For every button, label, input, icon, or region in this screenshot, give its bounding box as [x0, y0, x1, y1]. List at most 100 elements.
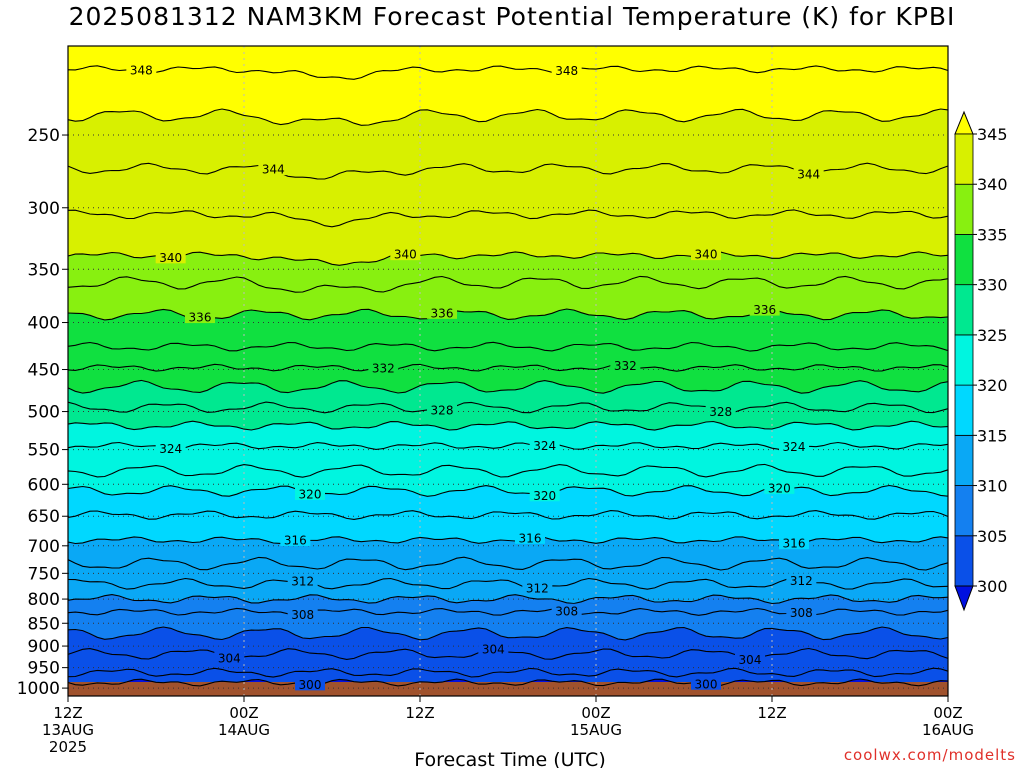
- contour-lines: [67, 65, 949, 687]
- contour-label: 308: [291, 608, 314, 622]
- y-tick-label: 550: [28, 441, 60, 461]
- contour-346: [67, 108, 949, 126]
- contour-302: [67, 667, 949, 678]
- contour-label-bg: [287, 607, 318, 621]
- contour-label-bg: [793, 166, 824, 180]
- ground-strip: [68, 682, 948, 696]
- contour-label: 336: [189, 311, 212, 325]
- contour-label-bg: [786, 573, 817, 587]
- x-axis-label: Forecast Time (UTC): [414, 749, 605, 768]
- y-tick-label: 900: [28, 637, 60, 657]
- contour-label-bg: [185, 310, 215, 324]
- x-tick-label: 2025: [49, 738, 87, 756]
- y-tick-label: 650: [28, 507, 60, 527]
- y-tick-label: 500: [28, 403, 60, 423]
- colorbar-swatch: [954, 384, 974, 436]
- y-tick-label: 300: [28, 199, 60, 219]
- contour-label-bg: [529, 438, 560, 452]
- colorbar-label: 335: [977, 225, 1008, 244]
- contour-label: 324: [533, 439, 556, 453]
- x-tick-label: 12Z: [757, 704, 786, 722]
- contour-label: 340: [695, 248, 718, 262]
- colorbar-label: 320: [977, 376, 1008, 395]
- contour-332: [67, 363, 949, 372]
- contour-label: 312: [291, 574, 314, 588]
- contour-label-bg: [126, 63, 157, 77]
- y-tick-label: 850: [28, 614, 60, 634]
- contour-label-bg: [258, 162, 289, 176]
- contour-label-bg: [764, 480, 795, 494]
- colorbar-label: 330: [977, 276, 1008, 295]
- plot-frame: [67, 45, 949, 697]
- contour-labels: 300 300 304 304 304 308 308 308 312 312 312 316 316 3…: [126, 63, 824, 692]
- contour-342: [67, 209, 949, 228]
- contour-306: [67, 626, 949, 641]
- contour-label: 348: [130, 64, 153, 78]
- contour-label-bg: [280, 532, 311, 546]
- y-tick-label: 400: [28, 314, 60, 334]
- colorbar-swatch: [954, 334, 974, 386]
- contour-label: 300: [695, 677, 718, 691]
- contour-348: [67, 65, 949, 80]
- contour-label: 336: [753, 303, 776, 317]
- contour-label: 304: [218, 652, 241, 666]
- contour-328: [67, 401, 949, 414]
- contour-label: 316: [519, 531, 542, 545]
- contour-label: 316: [783, 537, 806, 551]
- contour-label-bg: [478, 642, 509, 656]
- contour-label: 304: [739, 653, 762, 667]
- contour-label: 312: [526, 581, 549, 595]
- contour-334: [67, 341, 949, 352]
- colorbar-label: 325: [977, 326, 1008, 345]
- contour-label: 340: [159, 251, 182, 265]
- contour-label: 344: [797, 167, 820, 181]
- colorbar-min-arrow: [954, 585, 974, 612]
- contour-label: 336: [431, 306, 454, 320]
- contour-label-bg: [735, 652, 765, 666]
- contour-label-bg: [155, 250, 186, 264]
- contour-322: [67, 463, 949, 478]
- contour-310: [67, 594, 949, 605]
- contour-label: 316: [284, 533, 307, 547]
- contour-label-bg: [390, 247, 421, 261]
- y-tick-label: 250: [28, 126, 60, 146]
- colorbar-swatch: [954, 284, 974, 336]
- colorbar-swatch: [954, 434, 974, 486]
- x-tick-label: 16AUG: [922, 721, 974, 739]
- ground-layer: [68, 682, 948, 696]
- contour-label-bg: [529, 488, 560, 502]
- contour-label-bg: [155, 441, 186, 455]
- contour-label-bg: [779, 536, 809, 550]
- y-tick-label: 700: [28, 537, 60, 557]
- x-tick-label: 13AUG: [42, 721, 94, 739]
- y-tick-label: 1000: [17, 679, 60, 699]
- colorbar-swatch: [954, 485, 974, 537]
- contour-label: 332: [614, 359, 637, 373]
- contour-label-bg: [691, 247, 721, 261]
- contour-label-bg: [779, 439, 809, 453]
- contour-330: [67, 379, 949, 394]
- contour-label-bg: [427, 305, 457, 319]
- contour-label: 328: [709, 405, 732, 419]
- y-tick-label: 600: [28, 475, 60, 495]
- y-tick-label: 750: [28, 564, 60, 584]
- contour-label-bg: [522, 580, 553, 594]
- contour-label-bg: [214, 651, 245, 665]
- contour-label: 348: [555, 64, 578, 78]
- contour-label-bg: [551, 63, 582, 77]
- x-tick-label: 00Z: [229, 704, 258, 722]
- contour-340: [67, 251, 949, 266]
- contour-label: 320: [768, 481, 791, 495]
- colorbar-swatch: [954, 535, 974, 587]
- contour-320: [67, 484, 949, 497]
- contour-338: [67, 275, 949, 293]
- contour-label: 300: [299, 678, 322, 692]
- x-tick-label: 00Z: [581, 704, 610, 722]
- x-tick-label: 15AUG: [570, 721, 622, 739]
- chart-title: 2025081312 NAM3KM Forecast Potential Tem…: [68, 2, 956, 31]
- colorbar-max-arrow: [954, 110, 974, 135]
- contour-label: 340: [394, 248, 417, 262]
- contour-label: 308: [555, 604, 578, 618]
